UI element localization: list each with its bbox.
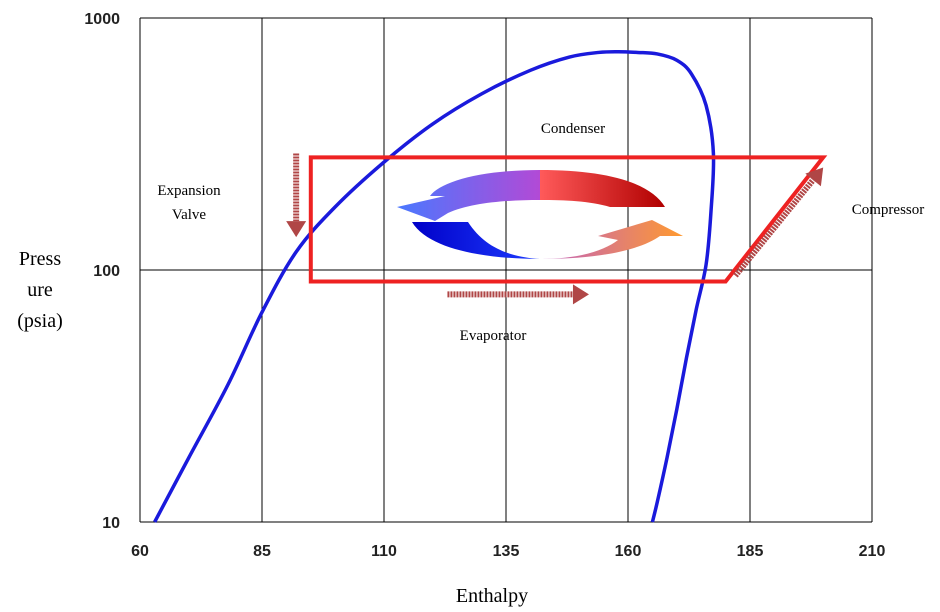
y-axis-label-line2: ure [27, 279, 53, 301]
condenser-label: Condenser [541, 121, 605, 137]
expansion-arrow-head [286, 221, 307, 238]
expansion-arrow [286, 153, 307, 238]
flow-arrows [286, 153, 824, 305]
expansion-valve-label-line2: Valve [172, 207, 206, 223]
compressor-label: Compressor [852, 202, 925, 218]
compressor-arrow-shaft [733, 178, 816, 278]
y-axis-label-line3: (psia) [17, 310, 63, 332]
x-tick-110: 110 [371, 543, 397, 560]
y-tick-10: 10 [102, 515, 120, 532]
compressor-arrow [733, 167, 824, 278]
x-tick-160: 160 [615, 543, 642, 560]
y-tick-1000: 1000 [84, 11, 120, 28]
x-tick-labels: 60 85 110 135 160 185 210 [131, 543, 885, 560]
x-axis-label: Enthalpy [456, 585, 528, 607]
cycle-arrows-icon [397, 170, 683, 259]
y-tick-labels: 10 100 1000 [84, 11, 120, 532]
cycle-arrow-top-right [540, 170, 665, 207]
evaporator-arrow-head [572, 284, 589, 305]
x-tick-60: 60 [131, 543, 149, 560]
cycle-arrow-bottom-left [412, 222, 540, 259]
series-layer [153, 49, 828, 523]
y-tick-100: 100 [93, 263, 120, 280]
evaporator-label: Evaporator [460, 328, 527, 344]
expansion-valve-label-line1: Expansion [157, 183, 221, 199]
annotations: Condenser Expansion Valve Compressor Eva… [157, 121, 924, 344]
grid [139, 17, 873, 523]
x-tick-85: 85 [253, 543, 271, 560]
x-tick-185: 185 [737, 543, 764, 560]
y-axis-label: Press ure (psia) [17, 248, 63, 332]
y-axis-label-line1: Press [19, 248, 61, 270]
compressor-arrow-head [805, 167, 824, 187]
cycle-arrow-top-left [397, 170, 540, 221]
evaporator-arrow [447, 284, 589, 305]
cycle-arrow-bottom-right [540, 220, 683, 259]
refrigeration-cycle-line [308, 155, 828, 284]
saturation-dome-line [153, 49, 716, 523]
x-tick-135: 135 [493, 543, 520, 560]
x-tick-210: 210 [859, 543, 886, 560]
